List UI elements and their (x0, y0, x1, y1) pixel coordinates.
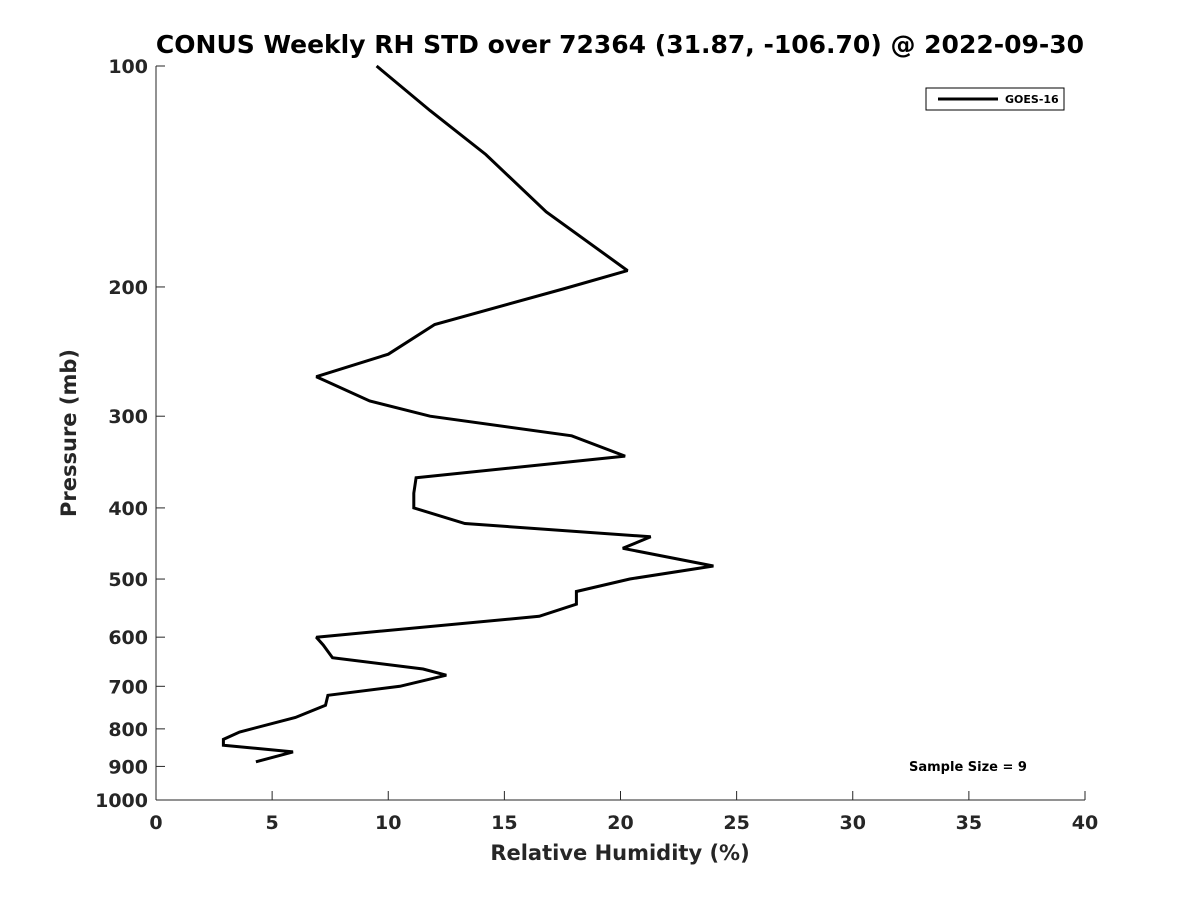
legend: GOES-16 (925, 87, 1065, 111)
y-tick-label: 1000 (95, 790, 148, 812)
x-axis-ticks: 0 5 10 15 20 25 30 35 40 (149, 791, 1098, 834)
x-axis-label: Relative Humidity (%) (490, 841, 749, 865)
y-tick-label: 600 (108, 627, 148, 649)
x-tick-label: 5 (266, 812, 279, 834)
series-layer (221, 64, 714, 764)
y-axis-label: Pressure (mb) (57, 349, 81, 517)
y-tick-label: 400 (108, 498, 148, 520)
chart-title: CONUS Weekly RH STD over 72364 (31.87, -… (156, 30, 1084, 59)
x-tick-label: 35 (956, 812, 982, 834)
x-tick-label: 30 (840, 812, 866, 834)
y-tick-label: 700 (108, 676, 148, 698)
x-tick-label: 40 (1072, 812, 1098, 834)
y-tick-label: 900 (108, 756, 148, 778)
legend-label-goes-16: GOES-16 (1005, 93, 1059, 106)
x-tick-label: 20 (607, 812, 633, 834)
y-tick-label: 500 (108, 569, 148, 591)
x-tick-label: 15 (491, 812, 517, 834)
y-axis-ticks: 100 200 300 400 500 600 700 800 900 1000 (95, 56, 165, 812)
y-tick-label: 100 (108, 56, 148, 78)
series-line-goes-16 (221, 64, 714, 764)
y-tick-label: 300 (108, 406, 148, 428)
sample-size-annotation: Sample Size = 9 (909, 760, 1027, 775)
axes (155, 66, 1085, 801)
x-tick-label: 25 (723, 812, 749, 834)
y-tick-label: 800 (108, 719, 148, 741)
y-tick-label: 200 (108, 277, 148, 299)
x-tick-label: 0 (149, 812, 162, 834)
x-tick-label: 10 (375, 812, 401, 834)
